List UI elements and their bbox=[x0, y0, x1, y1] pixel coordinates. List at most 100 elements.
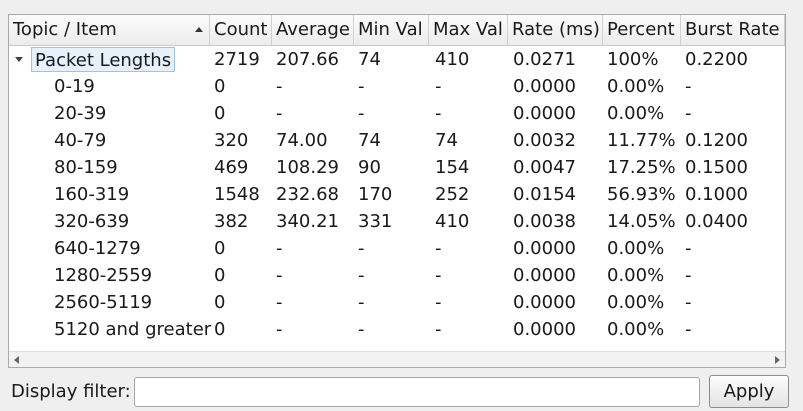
table-row[interactable]: 320-639 382 340.21 331 410 0.0038 14.05% 0.0400 bbox=[9, 208, 785, 235]
cell-max-val: - bbox=[435, 76, 442, 97]
cell-min-val: 170 bbox=[358, 184, 393, 205]
row-topic: Packet Lengths bbox=[31, 47, 176, 72]
cell-average: 108.29 bbox=[276, 157, 339, 178]
cell-average: - bbox=[276, 103, 283, 124]
cell-average: - bbox=[276, 238, 283, 259]
cell-average: - bbox=[276, 265, 283, 286]
cell-min-val: - bbox=[358, 238, 365, 259]
cell-rate-ms: 0.0271 bbox=[513, 49, 576, 70]
cell-percent: 0.00% bbox=[607, 319, 665, 340]
cell-count: 2719 bbox=[214, 49, 260, 70]
cell-min-val: - bbox=[358, 292, 365, 313]
table-row[interactable]: 2560-5119 0- - -0.0000 0.00% - bbox=[9, 289, 785, 316]
cell-max-val: - bbox=[435, 238, 442, 259]
cell-max-val: - bbox=[435, 292, 442, 313]
cell-percent: 0.00% bbox=[607, 265, 665, 286]
table-row[interactable]: 40-79 320 74.00 74 74 0.0032 11.77% 0.1200 bbox=[9, 127, 785, 154]
cell-max-val: 252 bbox=[435, 184, 470, 205]
row-topic: 640-1279 bbox=[54, 238, 141, 259]
column-header-min-val[interactable]: Min Val bbox=[354, 15, 429, 45]
cell-burst-rate: - bbox=[685, 76, 692, 97]
cell-rate-ms: 0.0154 bbox=[513, 184, 576, 205]
cell-rate-ms: 0.0000 bbox=[513, 103, 576, 124]
column-header-topic-item[interactable]: Topic / Item bbox=[9, 15, 210, 45]
column-header-average[interactable]: Average bbox=[272, 15, 354, 45]
row-topic: 160-319 bbox=[54, 184, 130, 205]
cell-rate-ms: 0.0000 bbox=[513, 238, 576, 259]
column-header-count[interactable]: Count bbox=[210, 15, 272, 45]
column-header-label: Percent bbox=[607, 19, 675, 40]
cell-min-val: - bbox=[358, 103, 365, 124]
scroll-right-icon[interactable] bbox=[771, 354, 783, 366]
cell-min-val: 74 bbox=[358, 130, 381, 151]
tree-parent-row[interactable]: Packet Lengths 2719 207.66 74 410 0.0271 100% 0… bbox=[9, 46, 785, 73]
cell-max-val: - bbox=[435, 265, 442, 286]
cell-average: 340.21 bbox=[276, 211, 339, 232]
cell-count: 0 bbox=[214, 292, 226, 313]
cell-rate-ms: 0.0032 bbox=[513, 130, 576, 151]
table-row[interactable]: 1280-2559 0- - -0.0000 0.00% - bbox=[9, 262, 785, 289]
column-header-burst-rate[interactable]: Burst Rate bbox=[681, 15, 785, 45]
sort-ascending-icon bbox=[195, 27, 203, 32]
scroll-left-icon[interactable] bbox=[11, 354, 23, 366]
cell-count: 1548 bbox=[214, 184, 260, 205]
column-header-label: Max Val bbox=[433, 19, 503, 40]
cell-burst-rate: 0.1500 bbox=[685, 157, 748, 178]
cell-max-val: - bbox=[435, 103, 442, 124]
cell-burst-rate: 0.0400 bbox=[685, 211, 748, 232]
cell-rate-ms: 0.0000 bbox=[513, 265, 576, 286]
column-header-label: Burst Rate bbox=[685, 19, 780, 40]
cell-max-val: 74 bbox=[435, 130, 458, 151]
cell-percent: 56.93% bbox=[607, 184, 676, 205]
cell-count: 469 bbox=[214, 157, 249, 178]
table-row[interactable]: 80-159 469 108.29 90 154 0.0047 17.25% 0.1500 bbox=[9, 154, 785, 181]
row-topic: 40-79 bbox=[54, 130, 107, 151]
cell-percent: 0.00% bbox=[607, 103, 665, 124]
cell-count: 0 bbox=[214, 103, 226, 124]
column-header-rate-ms[interactable]: Rate (ms) bbox=[508, 15, 603, 45]
cell-min-val: - bbox=[358, 265, 365, 286]
cell-burst-rate: - bbox=[685, 292, 692, 313]
display-filter-input[interactable] bbox=[134, 377, 700, 407]
cell-average: 207.66 bbox=[276, 49, 339, 70]
cell-min-val: 331 bbox=[358, 211, 393, 232]
cell-percent: 0.00% bbox=[607, 76, 665, 97]
cell-burst-rate: - bbox=[685, 319, 692, 340]
table-row[interactable]: 5120 and greater 0- - -0.0000 0.00% - bbox=[9, 316, 785, 343]
cell-average: - bbox=[276, 76, 283, 97]
cell-burst-rate: - bbox=[685, 103, 692, 124]
column-header-max-val[interactable]: Max Val bbox=[429, 15, 508, 45]
display-filter-label: Display filter: bbox=[11, 381, 131, 402]
cell-burst-rate: - bbox=[685, 238, 692, 259]
cell-percent: 100% bbox=[607, 49, 659, 70]
row-topic: 80-159 bbox=[54, 157, 118, 178]
cell-max-val: - bbox=[435, 319, 442, 340]
row-topic: 5120 and greater bbox=[54, 319, 212, 340]
horizontal-scrollbar[interactable] bbox=[9, 351, 785, 367]
table-row[interactable]: 0-19 0- - -0.0000 0.00% - bbox=[9, 73, 785, 100]
cell-burst-rate: - bbox=[685, 265, 692, 286]
cell-average: 232.68 bbox=[276, 184, 339, 205]
row-topic: 20-39 bbox=[54, 103, 107, 124]
expand-collapse-icon[interactable] bbox=[15, 57, 23, 62]
cell-percent: 14.05% bbox=[607, 211, 676, 232]
cell-count: 0 bbox=[214, 265, 226, 286]
apply-button[interactable]: Apply bbox=[709, 375, 789, 408]
table-row[interactable]: 160-319 1548 232.68 170 252 0.0154 56.93% 0.100… bbox=[9, 181, 785, 208]
table-row[interactable]: 640-1279 0- - -0.0000 0.00% - bbox=[9, 235, 785, 262]
cell-min-val: 90 bbox=[358, 157, 381, 178]
cell-max-val: 410 bbox=[435, 211, 470, 232]
cell-average: 74.00 bbox=[276, 130, 328, 151]
column-header-label: Rate (ms) bbox=[512, 19, 600, 40]
column-header-label: Min Val bbox=[358, 19, 423, 40]
cell-count: 0 bbox=[214, 319, 226, 340]
cell-average: - bbox=[276, 319, 283, 340]
column-header-label: Average bbox=[276, 19, 350, 40]
cell-average: - bbox=[276, 292, 283, 313]
row-topic: 1280-2559 bbox=[54, 265, 153, 286]
table-row[interactable]: 20-39 0- - -0.0000 0.00% - bbox=[9, 100, 785, 127]
column-header-percent[interactable]: Percent bbox=[603, 15, 681, 45]
cell-count: 0 bbox=[214, 238, 226, 259]
row-topic: 320-639 bbox=[54, 211, 130, 232]
cell-rate-ms: 0.0038 bbox=[513, 211, 576, 232]
